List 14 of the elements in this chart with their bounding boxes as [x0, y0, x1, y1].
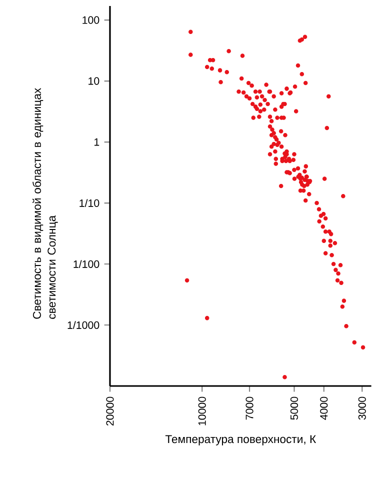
y-tick-label: 100	[82, 16, 100, 24]
y-tick-label: 1/1000	[68, 321, 100, 329]
y-tick-label: 1/10	[80, 199, 100, 207]
y-tick-label: 1/100	[74, 260, 100, 268]
x-tick-label: 20000	[106, 396, 114, 426]
y-axis-title: Светимость в видимой области в единицах светимости Солнца	[32, 88, 58, 319]
x-tick-label: 7000	[246, 396, 254, 420]
x-tick-label: 10000	[198, 396, 206, 426]
y-tick-label: 1	[94, 138, 100, 146]
x-tick-label: 3000	[358, 396, 366, 420]
y-tick-label: 10	[88, 77, 100, 85]
x-axis-title: Температура поверхности, К	[165, 435, 316, 446]
x-tick-label: 4000	[320, 396, 328, 420]
x-tick-label: 5000	[290, 396, 298, 420]
